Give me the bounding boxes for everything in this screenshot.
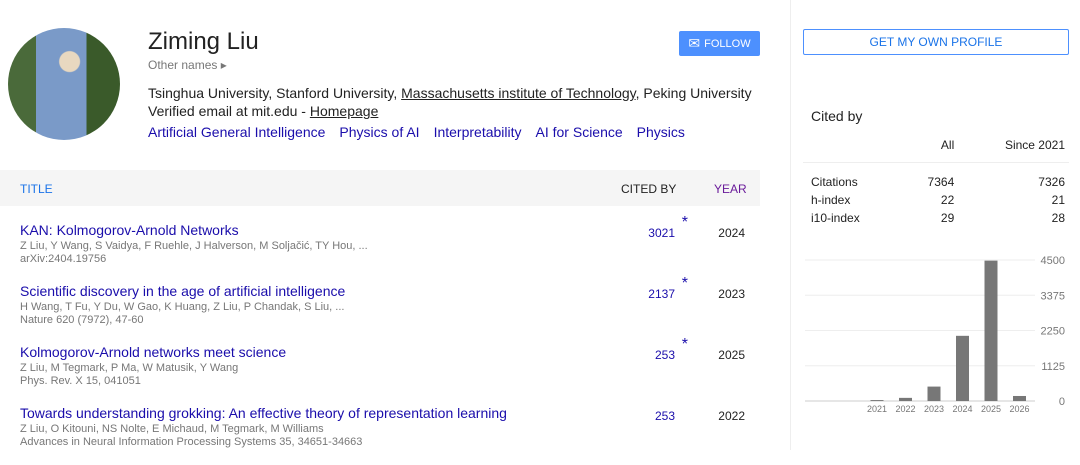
sort-cited-by[interactable]: CITED BY: [621, 182, 677, 196]
citation-stats: All Since 2021 Citations 7364 7326 h-index 2…: [803, 136, 1069, 227]
cited-by-link[interactable]: 253: [654, 348, 675, 362]
col-all: All: [901, 136, 959, 163]
stat-all: 29: [940, 211, 955, 225]
article-year: 2022: [718, 409, 745, 423]
affiliation: Tsinghua University, Stanford University…: [148, 84, 768, 120]
cited-by-link[interactable]: 253: [654, 409, 675, 423]
x-tick-label: 2024: [952, 404, 972, 414]
article-title-link[interactable]: Scientific discovery in the age of artif…: [20, 283, 346, 299]
y-tick-label: 4500: [1041, 255, 1065, 267]
verified-email: Verified email at mit.edu -: [148, 103, 310, 119]
merged-citations-star[interactable]: *: [681, 275, 688, 292]
article-year: 2024: [718, 226, 745, 240]
x-tick-label: 2025: [981, 404, 1001, 414]
interest-link[interactable]: Interpretability: [433, 124, 522, 140]
bar-2023: [927, 386, 941, 401]
merged-citations-star[interactable]: *: [681, 336, 688, 353]
affiliation-text: , Peking University: [635, 85, 752, 101]
envelope-icon: ✉: [688, 35, 701, 51]
x-tick-label: 2021: [867, 404, 887, 414]
interest-link[interactable]: Physics of AI: [339, 124, 420, 140]
table-row: Towards understanding grokking: An effec…: [20, 405, 760, 465]
article-authors: Z Liu, Y Wang, S Vaidya, F Ruehle, J Hal…: [20, 240, 368, 252]
y-tick-label: 0: [1059, 396, 1065, 408]
table-row: KAN: Kolmogorov-Arnold Networks Z Liu, Y…: [20, 214, 760, 282]
affiliation-link[interactable]: Massachusetts institute of Technology: [401, 85, 636, 101]
bar-2026: [1013, 395, 1026, 401]
article-venue: arXiv:2404.19756: [20, 253, 107, 265]
x-tick-label: 2022: [895, 404, 915, 414]
article-venue: Phys. Rev. X 15, 041051: [20, 375, 141, 387]
get-my-own-profile-button[interactable]: GET MY OWN PROFILE: [803, 29, 1069, 55]
divider: [790, 0, 791, 450]
merged-citations-star[interactable]: *: [681, 214, 688, 231]
affiliation-text: Tsinghua University, Stanford University…: [148, 85, 402, 101]
homepage-link[interactable]: Homepage: [309, 103, 379, 119]
article-title-link[interactable]: KAN: Kolmogorov-Arnold Networks: [20, 222, 239, 238]
cited-by-heading: Cited by: [811, 108, 863, 124]
interests: Artificial General Intelligence Physics o…: [148, 124, 699, 140]
bar-2022: [899, 397, 912, 401]
avatar: [8, 28, 120, 140]
bar-2025: [984, 260, 998, 401]
bar-2024: [956, 335, 969, 401]
cited-by-link[interactable]: 3021: [648, 226, 675, 240]
x-tick-label: 2026: [1009, 404, 1029, 414]
y-tick-label: 2250: [1041, 326, 1065, 338]
table-row: Kolmogorov-Arnold networks meet science …: [20, 336, 760, 404]
article-year: 2025: [718, 348, 745, 362]
article-title-link[interactable]: Towards understanding grokking: An effec…: [20, 405, 507, 421]
table-header: TITLE CITED BY YEAR: [0, 170, 760, 206]
stat-since: 28: [1051, 211, 1065, 225]
x-tick-label: 2023: [924, 404, 944, 414]
sort-year[interactable]: YEAR: [714, 182, 747, 196]
other-names-toggle[interactable]: Other names ▸: [148, 58, 227, 72]
article-authors: Z Liu, M Tegmark, P Ma, W Matusik, Y Wan…: [20, 362, 239, 374]
interest-link[interactable]: AI for Science: [535, 124, 623, 140]
interest-link[interactable]: Artificial General Intelligence: [148, 124, 326, 140]
y-tick-label: 1125: [1041, 361, 1065, 373]
article-venue: Advances in Neural Information Processin…: [20, 436, 363, 448]
stat-since: 21: [1051, 193, 1065, 207]
col-since: Since 2021: [958, 136, 1069, 163]
citations-chart: 0 1125 2250 3375 4500 2021 2022 2023 2024 2025 202…: [805, 255, 1065, 414]
stat-label: h-index: [811, 193, 851, 207]
table-row: Scientific discovery in the age of artif…: [20, 275, 760, 343]
article-authors: H Wang, T Fu, Y Du, W Gao, K Huang, Z Li…: [20, 301, 345, 313]
cited-by-link[interactable]: 2137: [648, 287, 675, 301]
article-year: 2023: [718, 287, 745, 301]
stat-all: 22: [940, 193, 955, 207]
stat-label: Citations: [811, 175, 858, 189]
sort-title[interactable]: TITLE: [20, 182, 53, 196]
follow-button[interactable]: ✉ FOLLOW: [679, 31, 760, 56]
interest-link[interactable]: Physics: [636, 124, 685, 140]
article-title-link[interactable]: Kolmogorov-Arnold networks meet science: [20, 344, 287, 360]
article-authors: Z Liu, O Kitouni, NS Nolte, E Michaud, M…: [20, 423, 324, 435]
y-tick-label: 3375: [1041, 290, 1065, 302]
stat-label: i10-index: [811, 211, 860, 225]
article-venue: Nature 620 (7972), 47-60: [20, 314, 144, 326]
follow-label: FOLLOW: [704, 37, 751, 50]
stat-since: 7326: [1038, 175, 1065, 189]
bar-2021: [870, 400, 884, 401]
stat-all: 7364: [927, 175, 955, 189]
profile-name: Ziming Liu: [148, 28, 259, 55]
